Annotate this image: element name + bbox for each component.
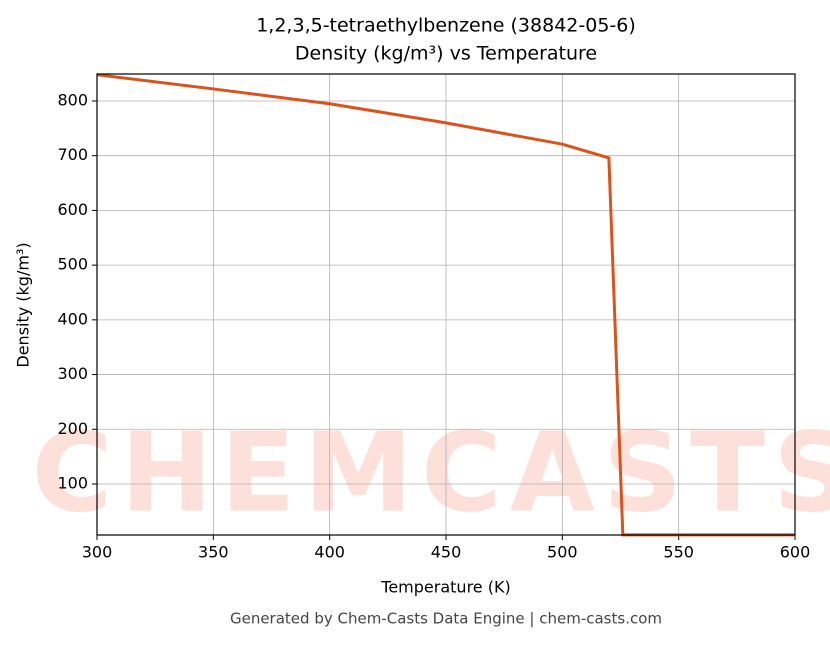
- data-line: [96, 73, 795, 537]
- y-axis-label: Density (kg/m³): [14, 242, 33, 367]
- plot-frame: [96, 73, 796, 536]
- y-tick-label: 200: [57, 419, 88, 438]
- watermark: CHEMCASTS: [32, 408, 830, 536]
- y-tick-label: 100: [57, 474, 88, 493]
- footer: Generated by Chem-Casts Data Engine | ch…: [230, 610, 662, 628]
- x-tick-label: 450: [431, 543, 462, 562]
- x-tick-label: 600: [780, 543, 811, 562]
- chart-subtitle: Density (kg/m³) vs Temperature: [295, 43, 597, 65]
- y-tick-label: 700: [57, 145, 88, 164]
- y-tick-label: 300: [57, 364, 88, 383]
- x-tick-label: 300: [82, 543, 113, 562]
- x-tick-label: 550: [663, 543, 694, 562]
- x-tick-label: 400: [314, 543, 345, 562]
- y-tick-label: 800: [57, 90, 88, 109]
- y-tick-label: 500: [57, 255, 88, 274]
- y-tick-label: 600: [57, 200, 88, 219]
- x-tick-label: 500: [547, 543, 578, 562]
- x-axis-label: Temperature (K): [380, 578, 510, 597]
- x-tick-label: 350: [198, 543, 229, 562]
- y-tick-label: 400: [57, 309, 88, 328]
- chart-title: 1,2,3,5-tetraethylbenzene (38842-05-6): [256, 15, 636, 37]
